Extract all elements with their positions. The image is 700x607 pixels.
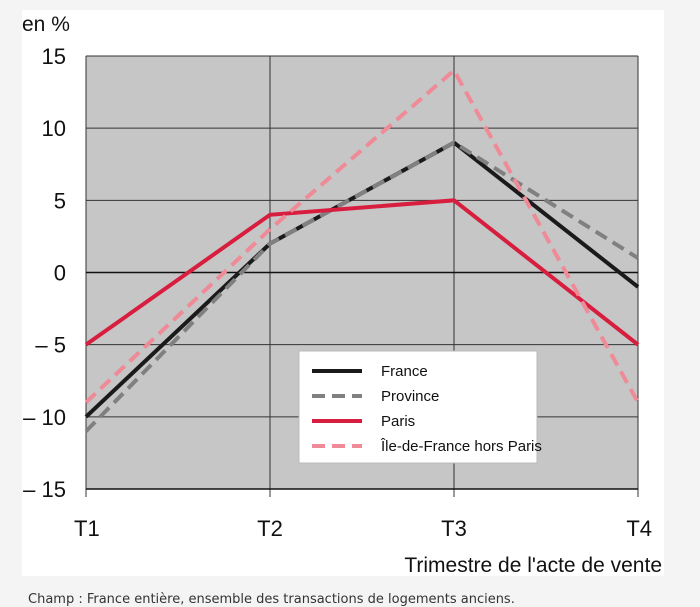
y-tick-label: – 15 bbox=[23, 477, 66, 502]
y-tick-label: 10 bbox=[42, 116, 66, 141]
x-tick-label: T1 bbox=[74, 516, 100, 541]
series-line bbox=[84, 198, 640, 347]
caption: Champ : France entière, ensemble des tra… bbox=[28, 592, 515, 607]
legend-label: France bbox=[381, 363, 428, 380]
y-tick-label: – 10 bbox=[23, 405, 66, 430]
chart-figure: 15 10 5 0 – 5 – 10 – 15 T1 T2 T3 T4 en % Trimestre… bbox=[22, 10, 664, 607]
x-tick-label: T2 bbox=[257, 516, 283, 541]
legend: France Province Paris Île-de-France hors Pa… bbox=[298, 350, 542, 464]
x-tick-label: T4 bbox=[626, 516, 652, 541]
x-tick-label: T3 bbox=[441, 516, 467, 541]
legend-label: Province bbox=[381, 388, 439, 405]
legend-label: Paris bbox=[381, 413, 415, 430]
y-tick-label: – 5 bbox=[35, 333, 66, 358]
legend-label: Île-de-France hors Paris bbox=[380, 438, 542, 455]
line-chart: 15 10 5 0 – 5 – 10 – 15 T1 T2 T3 T4 en % Trimestre… bbox=[22, 13, 662, 576]
y-axis-label: en % bbox=[22, 13, 70, 36]
series-line bbox=[84, 67, 640, 404]
y-tick-label: 5 bbox=[54, 188, 66, 213]
x-axis-title: Trimestre de l'acte de vente bbox=[404, 554, 662, 576]
series-line bbox=[84, 140, 640, 433]
y-tick-label: 15 bbox=[42, 44, 66, 69]
y-tick-label: 0 bbox=[54, 261, 66, 286]
